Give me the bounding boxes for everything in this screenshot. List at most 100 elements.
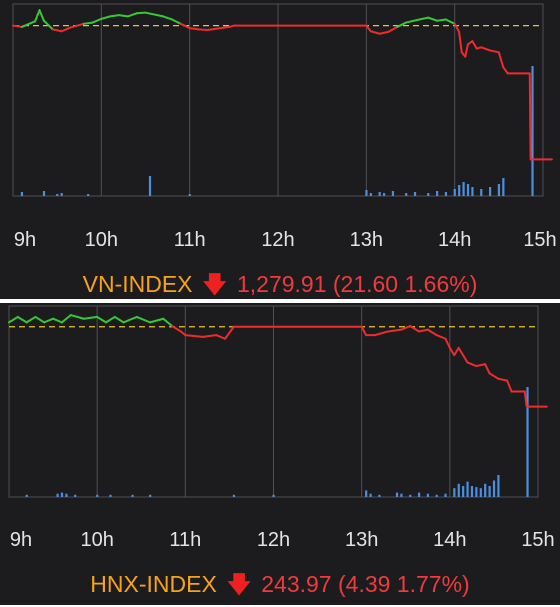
- price-segment: [82, 315, 99, 320]
- volume-bar: [405, 193, 408, 196]
- volume-bar: [87, 194, 90, 196]
- price-segment: [453, 346, 460, 357]
- price-segment: [528, 72, 532, 161]
- price-segment: [16, 315, 28, 324]
- x-tick-label: 12h: [261, 229, 295, 251]
- volume-bar: [480, 189, 483, 196]
- price-segment: [365, 24, 372, 33]
- volume-bar: [96, 494, 99, 497]
- volume-bar: [60, 193, 63, 196]
- volume-bar: [489, 187, 492, 196]
- volume-bar: [131, 494, 134, 497]
- vn-index-chart: [12, 3, 553, 197]
- x-tick-label: 9h: [13, 229, 37, 251]
- price-segment: [52, 317, 63, 324]
- volume-bar: [457, 483, 460, 497]
- hnx-index-x-axis: 9h 10h 11h 12h 13h 14h 15h: [0, 529, 560, 555]
- volume-bar: [409, 494, 412, 497]
- price-segment: [171, 18, 182, 25]
- price-segment: [396, 21, 408, 28]
- price-segment: [34, 315, 46, 324]
- price-segment: [417, 328, 429, 333]
- price-segment: [523, 390, 528, 408]
- price-segment: [153, 13, 165, 18]
- x-tick-label: 11h: [173, 229, 206, 251]
- volume-bar: [458, 185, 461, 196]
- price-segment: [69, 22, 85, 29]
- price-segment: [436, 18, 447, 22]
- volume-bar: [488, 486, 491, 497]
- volume-bar: [444, 493, 447, 497]
- price-segment: [506, 379, 513, 393]
- price-segment: [466, 361, 478, 368]
- volume-bar: [462, 486, 465, 497]
- volume-bar: [20, 192, 24, 196]
- price-segment: [484, 363, 491, 375]
- price-segment: [426, 328, 438, 337]
- vn-index-caption: VN-INDEX 🡇 1,279.91 (21.60 1.66%): [0, 268, 560, 307]
- volume-bar: [74, 494, 77, 497]
- volume-bar: [65, 493, 68, 497]
- volume-bar: [531, 66, 534, 196]
- price-segment: [60, 314, 72, 324]
- vn-index-summary: 1,279.91 (21.60 1.66%): [236, 271, 478, 297]
- volume-bar: [188, 194, 191, 196]
- volume-bar: [148, 176, 152, 196]
- volume-bar: [453, 189, 456, 196]
- x-tick-label: 14h: [437, 229, 472, 251]
- volume-bar: [42, 191, 46, 196]
- volume-bar: [56, 194, 59, 196]
- price-segment: [489, 49, 500, 54]
- price-segment: [387, 25, 399, 33]
- volume-bar: [466, 184, 470, 196]
- volume-bar: [25, 494, 28, 497]
- volume-bar: [470, 486, 474, 497]
- price-segment: [488, 372, 500, 380]
- price-segment: [25, 315, 37, 324]
- price-segment: [215, 334, 227, 340]
- x-tick-label: 12h: [256, 529, 291, 551]
- price-segment: [475, 363, 487, 368]
- price-segment: [453, 22, 461, 33]
- hnx-index-name: HNX-INDEX: [90, 571, 217, 597]
- price-segment: [96, 315, 107, 324]
- price-segment: [82, 21, 94, 25]
- price-segment: [100, 15, 112, 20]
- price-segment: [91, 17, 103, 24]
- hnx-index-chart: [8, 305, 548, 498]
- price-segment: [135, 315, 152, 324]
- x-tick-label: 15h: [523, 229, 557, 251]
- arrow-down-icon: 🡇: [202, 271, 227, 297]
- price-segment: [458, 30, 463, 54]
- price-segment: [135, 11, 147, 15]
- price-segment: [122, 315, 138, 324]
- price-segment: [215, 25, 231, 30]
- volume-bar: [471, 187, 474, 196]
- price-segment: [144, 11, 156, 16]
- volume-bar: [413, 192, 417, 196]
- price-segment: [43, 317, 55, 324]
- volume-bar: [395, 492, 399, 497]
- price-segment: [224, 325, 235, 340]
- price-segment: [118, 14, 129, 18]
- price-segment: [464, 43, 469, 58]
- price-segment: [126, 12, 138, 18]
- price-segment: [171, 325, 182, 333]
- price-segment: [497, 51, 505, 69]
- x-tick-label: 10h: [84, 229, 119, 251]
- price-segment: [188, 27, 200, 31]
- price-segment: [179, 22, 191, 30]
- price-segment: [405, 18, 421, 24]
- price-segment: [162, 317, 174, 328]
- x-tick-label: 14h: [433, 529, 467, 551]
- x-tick-label: 15h: [521, 529, 555, 551]
- price-segment: [42, 19, 54, 31]
- price-segment: [12, 24, 23, 28]
- volume-bar: [466, 481, 469, 497]
- price-segment: [184, 334, 204, 338]
- price-segment: [20, 20, 37, 28]
- price-segment: [435, 334, 447, 340]
- volume-bar: [383, 193, 386, 196]
- price-segment: [448, 346, 456, 357]
- arrow-down-icon: 🡇: [227, 571, 251, 597]
